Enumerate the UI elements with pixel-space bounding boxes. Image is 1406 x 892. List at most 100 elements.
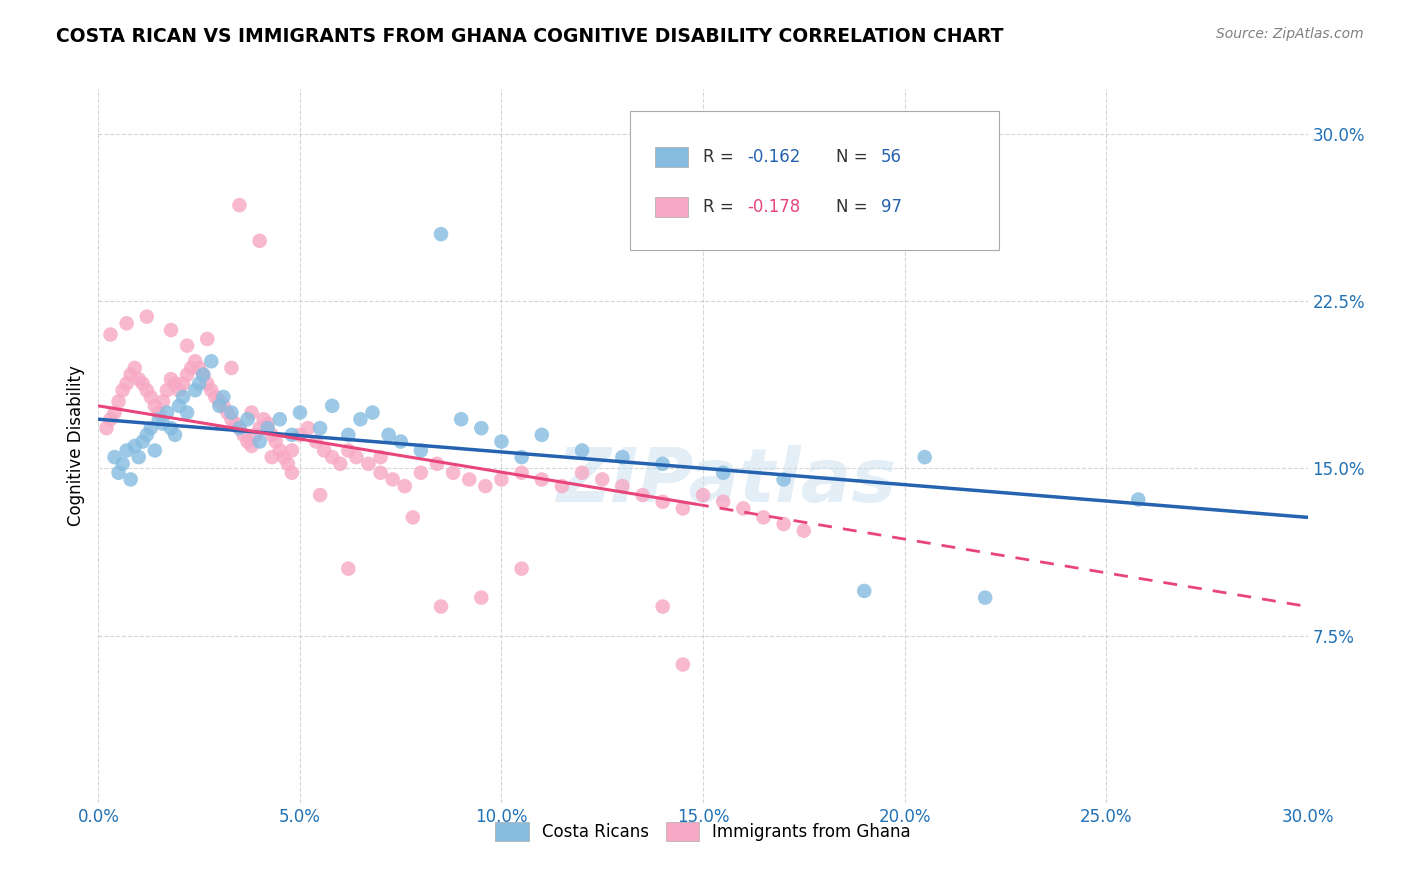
Point	[208, 399, 231, 413]
Point	[100, 327, 122, 342]
Point	[491, 434, 513, 449]
Point	[208, 394, 231, 409]
Point	[111, 384, 134, 398]
Point	[96, 421, 118, 435]
Point	[128, 372, 150, 386]
Point	[426, 457, 449, 471]
Point	[394, 479, 416, 493]
Point	[273, 450, 295, 464]
Point	[160, 372, 183, 386]
Point	[377, 427, 399, 442]
Point	[510, 466, 533, 480]
Point	[349, 412, 371, 426]
Point	[409, 466, 432, 480]
Point	[277, 457, 299, 471]
Point	[115, 316, 138, 330]
Point	[260, 450, 283, 464]
Point	[221, 405, 243, 419]
Point	[772, 516, 794, 531]
Bar	[655, 147, 689, 167]
Point	[172, 376, 194, 391]
Point	[135, 310, 157, 324]
Point	[148, 405, 170, 419]
Point	[135, 427, 157, 442]
FancyBboxPatch shape	[630, 111, 1000, 250]
Point	[853, 583, 876, 598]
Point	[195, 332, 218, 346]
Point	[631, 488, 654, 502]
Point	[651, 494, 673, 508]
Point	[491, 473, 513, 487]
Point	[612, 450, 634, 464]
Point	[135, 384, 157, 398]
Point	[139, 421, 162, 435]
Point	[228, 421, 250, 435]
Point	[281, 466, 304, 480]
Point	[672, 657, 695, 672]
Point	[305, 434, 328, 449]
Point	[111, 457, 134, 471]
Point	[188, 376, 211, 391]
Point	[115, 443, 138, 458]
Point	[530, 427, 553, 442]
Point	[200, 384, 222, 398]
Point	[510, 562, 533, 576]
Point	[176, 405, 198, 419]
Point	[188, 360, 211, 375]
Point	[228, 421, 250, 435]
Point	[470, 591, 492, 605]
Point	[163, 376, 186, 391]
Point	[370, 450, 392, 464]
Text: COSTA RICAN VS IMMIGRANTS FROM GHANA COGNITIVE DISABILITY CORRELATION CHART: COSTA RICAN VS IMMIGRANTS FROM GHANA COG…	[56, 27, 1004, 45]
Text: Source: ZipAtlas.com: Source: ZipAtlas.com	[1216, 27, 1364, 41]
Point	[914, 450, 936, 464]
Point	[264, 434, 287, 449]
Point	[357, 457, 380, 471]
Point	[120, 368, 142, 382]
Point	[409, 443, 432, 458]
Point	[752, 510, 775, 524]
Point	[124, 439, 146, 453]
Point	[224, 417, 246, 431]
Point	[813, 161, 835, 175]
Point	[733, 501, 755, 516]
Point	[184, 354, 207, 368]
Point	[309, 488, 332, 502]
Point	[107, 466, 129, 480]
Point	[115, 376, 138, 391]
Point	[510, 450, 533, 464]
Point	[651, 599, 673, 614]
Text: R =: R =	[703, 148, 740, 166]
Point	[337, 443, 360, 458]
Point	[591, 473, 613, 487]
Point	[240, 439, 263, 453]
Point	[163, 427, 186, 442]
Point	[176, 338, 198, 352]
Point	[152, 394, 174, 409]
Point	[143, 443, 166, 458]
Point	[450, 412, 472, 426]
Text: -0.178: -0.178	[748, 198, 801, 216]
Point	[240, 405, 263, 419]
Point	[249, 234, 271, 248]
Point	[772, 473, 794, 487]
Legend: Costa Ricans, Immigrants from Ghana: Costa Ricans, Immigrants from Ghana	[488, 815, 918, 848]
Point	[321, 399, 343, 413]
Point	[253, 412, 276, 426]
Point	[200, 354, 222, 368]
Point	[193, 368, 215, 382]
Point	[571, 443, 593, 458]
Point	[124, 360, 146, 375]
Point	[672, 501, 695, 516]
Point	[132, 434, 155, 449]
Point	[269, 412, 291, 426]
Text: N =: N =	[837, 198, 873, 216]
Point	[184, 384, 207, 398]
Point	[160, 421, 183, 435]
Point	[176, 368, 198, 382]
Point	[167, 384, 190, 398]
Point	[381, 473, 404, 487]
Point	[100, 412, 122, 426]
Point	[204, 390, 226, 404]
Point	[232, 427, 254, 442]
